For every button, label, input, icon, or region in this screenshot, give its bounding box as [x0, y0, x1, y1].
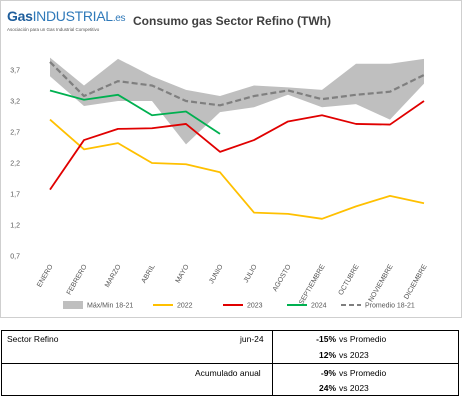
legend: Máx/Min 18-21 2022 2023 2024 Promedio 18-21: [63, 301, 415, 310]
summary-row3-pct: -9%: [320, 368, 336, 378]
summary-row2-pct: 12%: [318, 350, 336, 360]
x-tick-label: NOVIEMBRE: [368, 263, 395, 303]
y-tick-label: 0,7: [10, 254, 20, 261]
legend-label: 2023: [247, 303, 263, 310]
line-chart: 0,7 1,2 1,7 2,2 2,7 3,2 3,7 ENERO FEBRERO MARZO A…: [10, 57, 429, 310]
legend-label: 2022: [177, 303, 193, 310]
summary-row1-label: vs Promedio: [339, 334, 387, 344]
summary-row4-label: vs 2023: [339, 383, 369, 393]
x-tick-label: ABRIL: [141, 263, 157, 284]
chart-title: Consumo gas Sector Refino (TWh): [133, 14, 331, 28]
x-tick-label: JULIO: [243, 263, 259, 284]
x-tick-label: OCTUBRE: [338, 263, 361, 296]
x-tick-label: AGOSTO: [272, 263, 293, 293]
y-axis-ticks: 0,7 1,2 1,7 2,2 2,7 3,2 3,7: [10, 68, 20, 261]
x-tick-label: SEPTIEMBRE: [298, 263, 327, 306]
chart-frame: GasINDUSTRIAL.es Asociación para un Gas …: [0, 0, 462, 318]
x-tick-label: DICIEMBRE: [403, 263, 429, 300]
x-tick-label: MAYO: [175, 263, 191, 284]
y-tick-label: 3,2: [10, 99, 20, 106]
legend-label: 2024: [311, 303, 327, 310]
x-tick-label: FEBRERO: [66, 263, 89, 296]
x-tick-label: ENERO: [36, 263, 55, 289]
logo-brand-domain: .es: [112, 13, 126, 24]
y-tick-label: 2,2: [10, 161, 20, 168]
series-layer: [49, 61, 425, 220]
series-line-2024: [49, 89, 221, 135]
x-tick-label: MARZO: [104, 263, 123, 289]
logo-tagline: Asociación para un Gas Industrial Compet…: [7, 27, 100, 32]
y-tick-label: 1,2: [10, 223, 20, 230]
summary-divider-horizontal: [2, 363, 458, 364]
summary-sector-label: Sector Refino: [7, 334, 59, 344]
x-tick-label: JUNIO: [208, 263, 225, 285]
summary-cumulative-label: Acumulado anual: [195, 368, 261, 378]
summary-row4-pct: 24%: [318, 383, 336, 393]
logo: GasINDUSTRIAL.es Asociación para un Gas …: [7, 9, 127, 39]
legend-label: Promedio 18-21: [365, 303, 415, 310]
summary-row2-label: vs 2023: [339, 350, 369, 360]
legend-swatch: [63, 301, 83, 309]
legend-label: Máx/Min 18-21: [87, 303, 133, 310]
summary-table: Sector Refino jun-24 -15% vs Promedio 12…: [1, 330, 459, 396]
series-line-2022: [49, 118, 425, 220]
summary-row1-pct: -15%: [316, 334, 336, 344]
series-line-2023: [49, 100, 425, 191]
x-axis-ticks: ENERO FEBRERO MARZO ABRIL MAYO JUNIO JULIO AGOS…: [36, 263, 429, 306]
summary-row3-label: vs Promedio: [339, 368, 387, 378]
logo-brand-industrial: INDUSTRIAL: [32, 8, 114, 24]
summary-period: jun-24: [240, 334, 264, 344]
y-tick-label: 3,7: [10, 68, 20, 75]
series-line-promedio-18-21: [49, 61, 425, 107]
y-tick-label: 2,7: [10, 130, 20, 137]
logo-brand-gas: Gas: [7, 8, 33, 24]
y-tick-label: 1,7: [10, 192, 20, 199]
